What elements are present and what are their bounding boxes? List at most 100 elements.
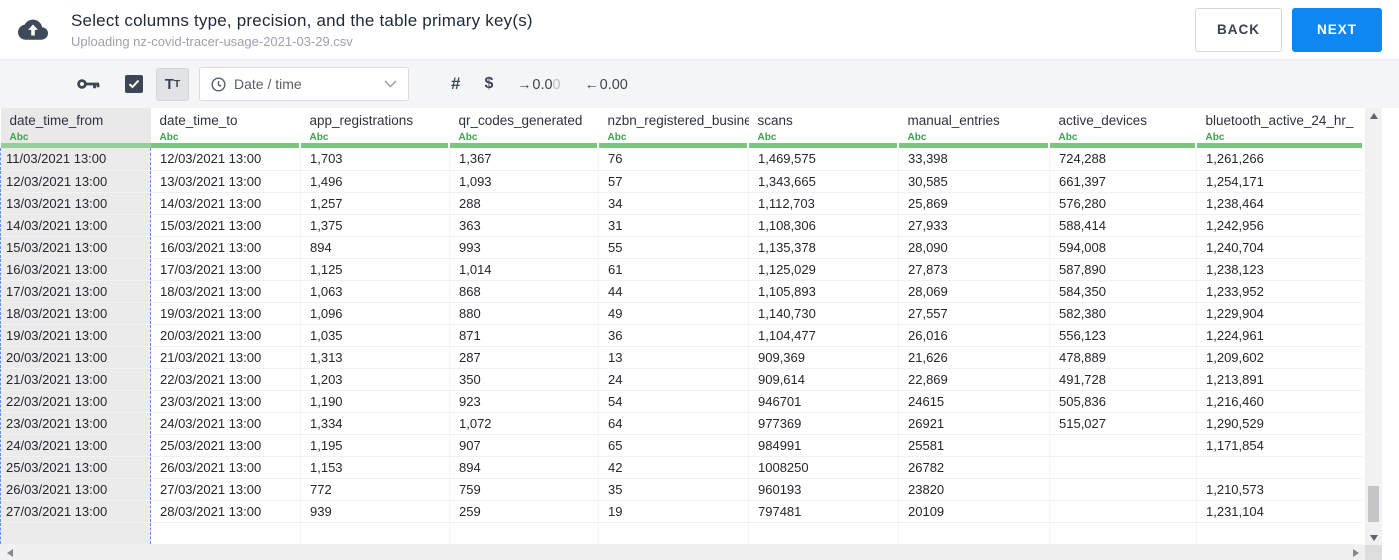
column-type-label: Abc: [907, 132, 927, 143]
table-cell: 17/03/2021 13:00: [0, 280, 151, 303]
scroll-down-button[interactable]: [1365, 530, 1382, 545]
table-cell: 20/03/2021 13:00: [150, 324, 301, 347]
vertical-scrollbar-thumb[interactable]: [1368, 486, 1379, 522]
currency-type-button[interactable]: $: [484, 75, 494, 92]
table-cell: 1,224,961: [1196, 324, 1363, 347]
next-button[interactable]: NEXT: [1291, 7, 1382, 52]
table-cell: 1,334: [300, 412, 450, 435]
scroll-right-button[interactable]: [1348, 545, 1363, 560]
table-cell: [0, 522, 151, 545]
column-header-manual_entries[interactable]: manual_entries Abc: [898, 108, 1050, 148]
table-cell: 1,496: [300, 170, 450, 193]
column-type-value: Date / time: [234, 76, 302, 92]
column-name: scans: [757, 113, 793, 128]
column-header-qr_codes_generated[interactable]: qr_codes_generated Abc: [449, 108, 599, 148]
column-name: date_time_to: [159, 113, 238, 128]
table-cell: 13/03/2021 13:00: [0, 192, 151, 215]
table-cell: 1,210,573: [1196, 478, 1363, 501]
column-header-bluetooth_active_24_hr_[interactable]: bluetooth_active_24_hr_ Abc: [1196, 108, 1363, 148]
column-header-nzbn_registered_busine[interactable]: nzbn_registered_busine Abc: [598, 108, 749, 148]
table-cell: 960193: [748, 478, 899, 501]
table-cell: 28,069: [898, 280, 1050, 303]
column-type-label: Abc: [9, 132, 29, 143]
table-cell: 1,229,904: [1196, 302, 1363, 325]
table-cell: 20/03/2021 13:00: [0, 346, 151, 369]
table-row: 24/03/2021 13:00 25/03/2021 13:00 1,195 907…: [0, 434, 1363, 457]
table-cell: 1,171,854: [1196, 434, 1363, 457]
left-arrow-icon: ←: [584, 75, 599, 92]
table-cell: 1,063: [300, 280, 450, 303]
table-cell: 505,836: [1049, 390, 1197, 413]
column-header-date_time_from[interactable]: date_time_from Abc: [0, 108, 151, 148]
table-cell: 27,933: [898, 214, 1050, 237]
increase-decimal-button[interactable]: →0.00: [517, 75, 561, 93]
table-cell: 26/03/2021 13:00: [0, 478, 151, 501]
table-cell: 880: [449, 302, 599, 325]
column-type-label: Abc: [159, 132, 179, 143]
scroll-up-button[interactable]: [1365, 108, 1382, 123]
table-cell: [300, 522, 450, 545]
table-cell: 478,889: [1049, 346, 1197, 369]
column-type-label: Abc: [309, 132, 329, 143]
table-cell: [1049, 500, 1197, 523]
right-arrow-icon: →: [517, 75, 532, 92]
column-header-active_devices[interactable]: active_devices Abc: [1049, 108, 1197, 148]
table-cell: 23/03/2021 13:00: [0, 412, 151, 435]
table-cell: 1008250: [748, 456, 899, 479]
table-cell: 1,190: [300, 390, 450, 413]
table-row: 13/03/2021 13:00 14/03/2021 13:00 1,257 288…: [0, 192, 1363, 215]
table-head: date_time_from Abc date_time_to Abc app_regi…: [0, 108, 1363, 148]
table-cell: 76: [598, 148, 749, 171]
table-cell: 894: [300, 236, 450, 259]
table-cell: 871: [449, 324, 599, 347]
table-cell: 1,104,477: [748, 324, 899, 347]
data-preview: date_time_from Abc date_time_to Abc app_regi…: [0, 108, 1363, 545]
column-type-label: Abc: [458, 132, 478, 143]
table-row: 20/03/2021 13:00 21/03/2021 13:00 1,313 287…: [0, 346, 1363, 369]
scroll-left-button[interactable]: [2, 545, 17, 560]
decrease-decimal-button[interactable]: ←0.00: [584, 75, 628, 93]
table-cell: 1,254,171: [1196, 170, 1363, 193]
table-cell: 288: [449, 192, 599, 215]
table-cell: 22,869: [898, 368, 1050, 391]
table-cell: 19/03/2021 13:00: [0, 324, 151, 347]
table-cell: 65: [598, 434, 749, 457]
table-cell: 12/03/2021 13:00: [0, 170, 151, 193]
table-cell: 26921: [898, 412, 1050, 435]
back-button[interactable]: BACK: [1194, 7, 1282, 52]
column-type-select[interactable]: Date / time: [199, 67, 409, 101]
page-title: Select columns type, precision, and the …: [71, 10, 533, 30]
table-row: 17/03/2021 13:00 18/03/2021 13:00 1,063 868…: [0, 280, 1363, 303]
table-cell: 1,238,464: [1196, 192, 1363, 215]
triangle-down-icon: [1369, 534, 1378, 541]
horizontal-scrollbar[interactable]: [0, 545, 1365, 560]
column-header-app_registrations[interactable]: app_registrations Abc: [300, 108, 450, 148]
table-cell: 1,240,704: [1196, 236, 1363, 259]
table-cell: 24/03/2021 13:00: [150, 412, 301, 435]
column-header-scans[interactable]: scans Abc: [748, 108, 899, 148]
table-cell: 1,343,665: [748, 170, 899, 193]
vertical-scrollbar[interactable]: [1365, 108, 1382, 545]
table-cell: 576,280: [1049, 192, 1197, 215]
table-cell: 24/03/2021 13:00: [0, 434, 151, 457]
table-cell: 724,288: [1049, 148, 1197, 171]
check-icon: [128, 79, 140, 89]
header-row: date_time_from Abc date_time_to Abc app_regi…: [0, 108, 1363, 148]
number-type-button[interactable]: #: [451, 74, 461, 93]
table-row: 26/03/2021 13:00 27/03/2021 13:00 772 759 35…: [0, 478, 1363, 501]
column-header-date_time_to[interactable]: date_time_to Abc: [150, 108, 301, 148]
column-name: date_time_from: [9, 113, 104, 128]
table-cell: 21/03/2021 13:00: [150, 346, 301, 369]
include-column-checkbox[interactable]: [125, 75, 143, 93]
table-cell: 14/03/2021 13:00: [0, 214, 151, 237]
table-cell: [898, 522, 1050, 545]
table-cell: 1,213,891: [1196, 368, 1363, 391]
table-cell: 12/03/2021 13:00: [150, 148, 301, 171]
table-row: 18/03/2021 13:00 19/03/2021 13:00 1,096 880…: [0, 302, 1363, 325]
table-cell: 26,016: [898, 324, 1050, 347]
table-cell: 1,257: [300, 192, 450, 215]
primary-key-icon[interactable]: [77, 77, 101, 91]
